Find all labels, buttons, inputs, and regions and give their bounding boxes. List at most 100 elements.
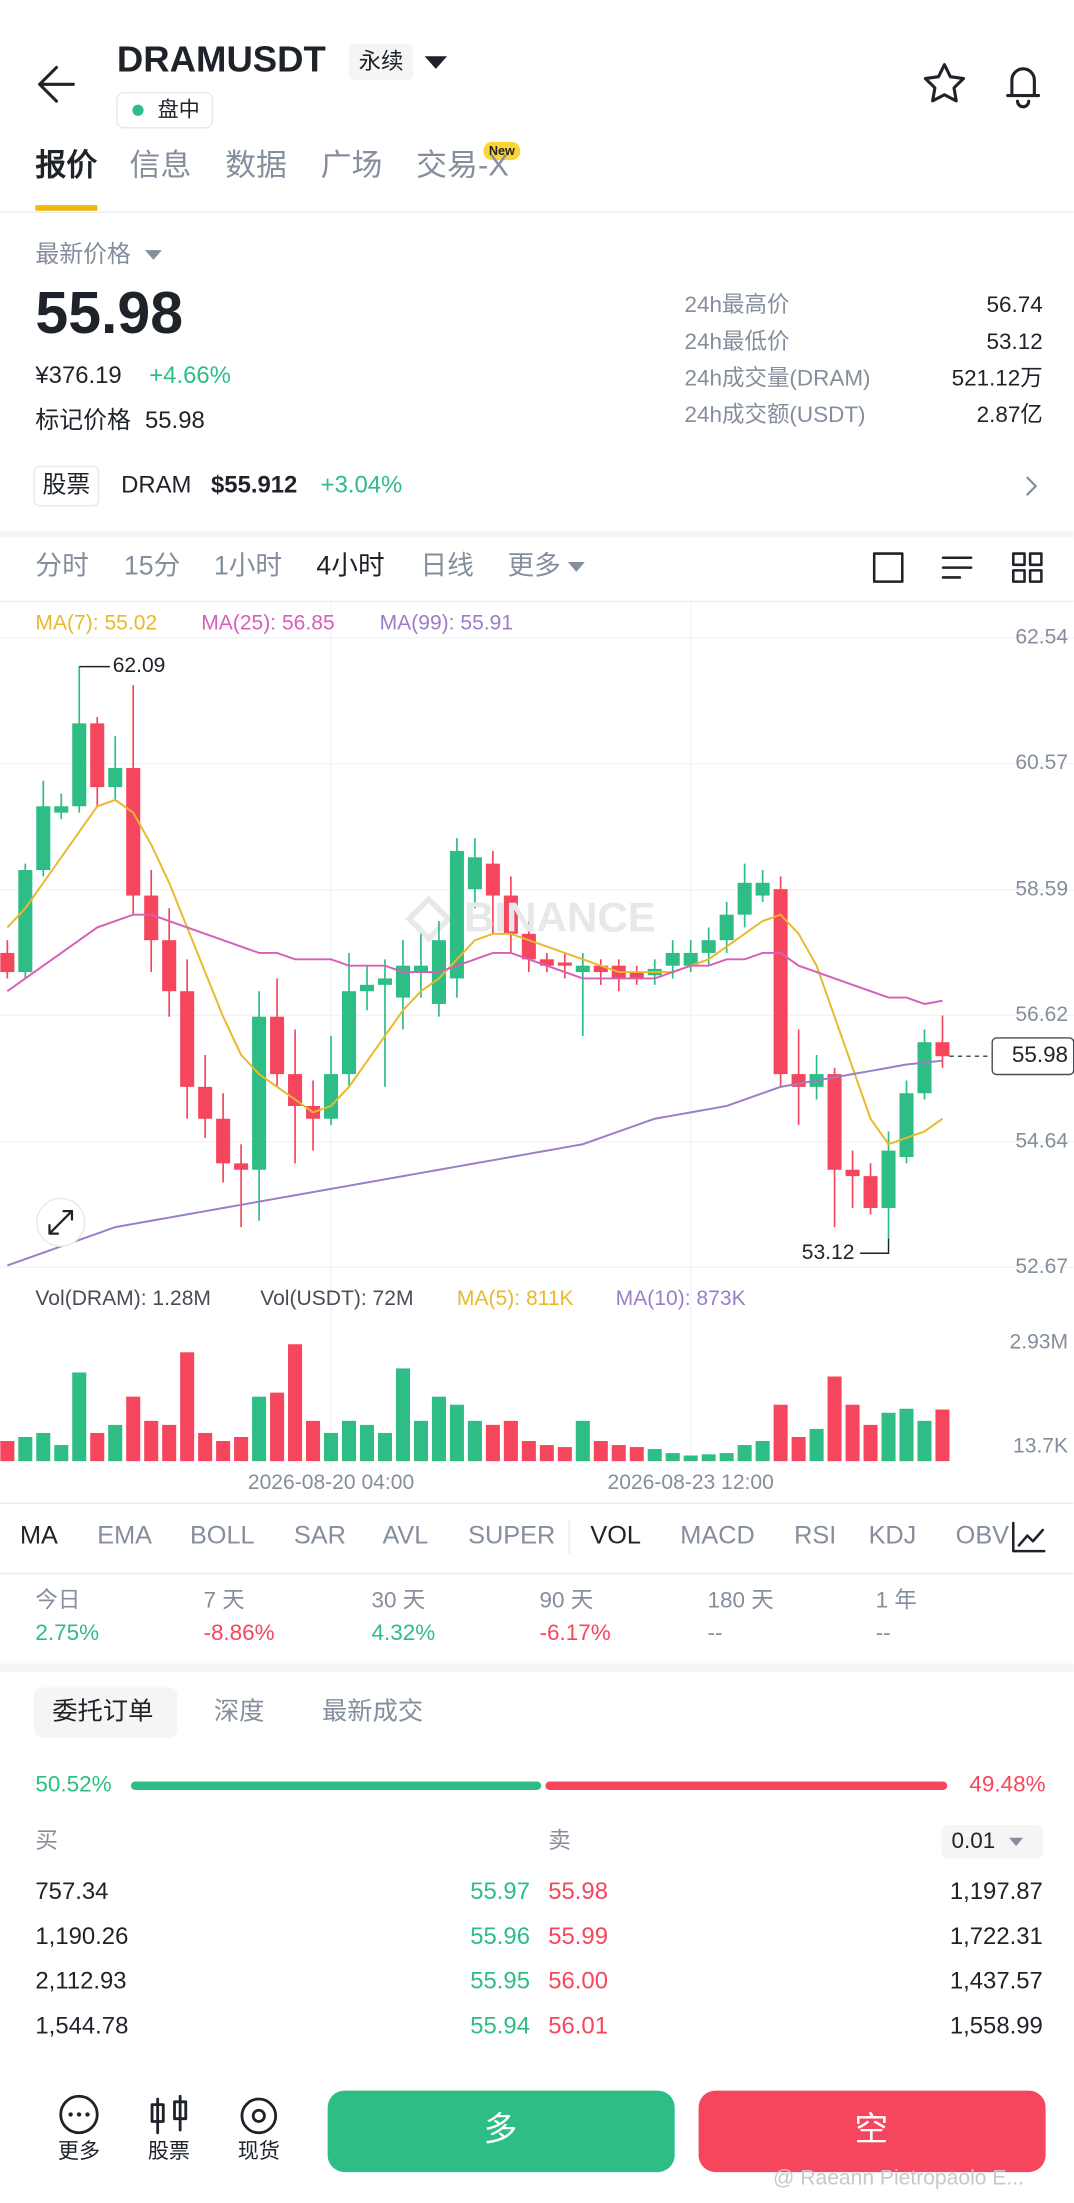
indicator[interactable]: KDJ — [869, 1522, 917, 1550]
stat-value: 53.12 — [987, 329, 1043, 354]
volume-bar — [306, 1420, 321, 1462]
indicator[interactable]: BOLL — [190, 1522, 255, 1550]
volume-bar — [270, 1392, 285, 1462]
bid-qty: 2,112.93 — [35, 1968, 126, 1995]
indicator[interactable]: SUPER — [468, 1522, 555, 1550]
volume-legend: MA(5): 811K — [457, 1287, 574, 1310]
candle-body — [449, 850, 464, 979]
candle-body — [737, 882, 752, 915]
y-tick-label: 58.59 — [1015, 877, 1068, 900]
watermark-logo — [405, 895, 453, 943]
contract: 永续 — [359, 49, 404, 74]
precision-caret — [1009, 1837, 1024, 1847]
candle-body — [270, 1016, 285, 1075]
candle-body — [198, 1086, 213, 1119]
volume-bar — [162, 1424, 177, 1462]
volume-bar — [737, 1445, 752, 1462]
volume-bar — [288, 1344, 303, 1462]
spot-icon[interactable] — [240, 2097, 278, 2135]
stat-label: 24h成交额(USDT) — [685, 402, 866, 427]
indicator[interactable]: EMA — [97, 1522, 152, 1550]
interval[interactable]: 日线 — [420, 551, 473, 581]
candle-body — [216, 1118, 231, 1164]
status: 盘中 — [158, 98, 200, 122]
ask-price: 55.98 — [548, 1878, 608, 1905]
precision-select[interactable] — [941, 1825, 1043, 1859]
indicator[interactable]: OBV — [956, 1522, 1010, 1550]
interval[interactable]: 更多 — [507, 551, 560, 581]
alert-button[interactable] — [1006, 67, 1041, 109]
tool-settings[interactable] — [941, 556, 973, 579]
min-label: 53.12 — [802, 1241, 855, 1264]
volume-tick-label: 2.93M — [1010, 1331, 1069, 1354]
indicator[interactable]: MACD — [680, 1522, 754, 1550]
tool-layout-part — [1028, 569, 1043, 583]
indicator[interactable]: VOL — [590, 1522, 641, 1550]
section-gap — [0, 1663, 1074, 1672]
tool-layout[interactable] — [1012, 552, 1026, 567]
new-badge: New — [489, 144, 515, 158]
candle-body — [72, 723, 87, 807]
indicator[interactable]: SAR — [294, 1522, 346, 1550]
stat-value: 56.74 — [987, 292, 1043, 317]
favorite-button[interactable] — [923, 63, 966, 103]
indicator[interactable]: AVL — [382, 1522, 428, 1550]
stock-label: 股票 — [148, 2140, 190, 2163]
indicator-settings[interactable] — [1012, 1521, 1046, 1553]
candle-body — [917, 1042, 932, 1094]
candle-body — [359, 984, 375, 992]
period-change: -6.17% — [540, 1620, 611, 1645]
candle-body — [377, 978, 393, 985]
volume-bar — [377, 1432, 393, 1462]
interval[interactable]: 分时 — [35, 551, 88, 581]
candle-body — [324, 1074, 339, 1119]
volume-bar — [791, 1436, 806, 1462]
y-tick-label: 60.57 — [1015, 751, 1068, 774]
candle-body — [755, 882, 770, 896]
ask-price: 55.99 — [548, 1923, 608, 1950]
period-label: 7 天 — [203, 1588, 244, 1613]
period-change: 2.75% — [35, 1620, 99, 1645]
candle-body — [485, 863, 500, 896]
ask-price: 56.01 — [548, 2013, 608, 2040]
short-button[interactable] — [698, 2090, 1046, 2173]
cny-price: ¥376.19 — [34, 362, 121, 389]
tool-draw[interactable] — [872, 552, 904, 583]
book-tab[interactable]: 最新成交 — [322, 1697, 423, 1725]
sell-ratio: 49.48% — [969, 1772, 1045, 1797]
book-tab[interactable]: 深度 — [214, 1697, 265, 1725]
candle-body — [683, 952, 698, 966]
stat-label: 24h最高价 — [685, 292, 790, 317]
tab[interactable]: 交易-X — [416, 147, 509, 182]
bid-qty: 1,544.78 — [35, 2013, 128, 2040]
tab[interactable]: 信息 — [130, 147, 192, 182]
tab[interactable]: 报价 — [35, 147, 97, 182]
symbol-dropdown[interactable] — [424, 56, 448, 69]
volume-legend: MA(10): 873K — [616, 1287, 746, 1310]
candle-body — [126, 768, 141, 896]
volume-bar — [773, 1404, 788, 1462]
long-button[interactable] — [327, 2090, 675, 2173]
indicator[interactable]: MA — [20, 1522, 58, 1550]
candle-body — [899, 1093, 914, 1157]
candle-body — [593, 965, 608, 973]
tab[interactable]: 广场 — [321, 147, 383, 182]
volume-bar — [575, 1420, 590, 1462]
spot-label: 现货 — [238, 2139, 280, 2163]
buy-ratio-bar — [130, 1781, 542, 1790]
indicator[interactable]: RSI — [794, 1522, 836, 1550]
long-label: 多 — [484, 2110, 518, 2148]
candle-body — [935, 1042, 950, 1057]
interval[interactable]: 4小时 — [316, 551, 384, 581]
stock-link[interactable] — [1026, 476, 1037, 496]
tab[interactable]: 数据 — [225, 147, 287, 182]
period-change: 4.32% — [371, 1620, 435, 1645]
more-icon[interactable] — [59, 2094, 99, 2135]
stock-price: $55.912 — [211, 471, 297, 498]
back-button[interactable] — [38, 65, 75, 103]
book-tab[interactable]: 委托订单 — [52, 1697, 153, 1725]
interval[interactable]: 15分 — [124, 551, 180, 581]
interval[interactable]: 1小时 — [214, 551, 282, 581]
bid-price: 55.96 — [470, 1923, 530, 1950]
book-tab-active[interactable] — [34, 1687, 178, 1738]
